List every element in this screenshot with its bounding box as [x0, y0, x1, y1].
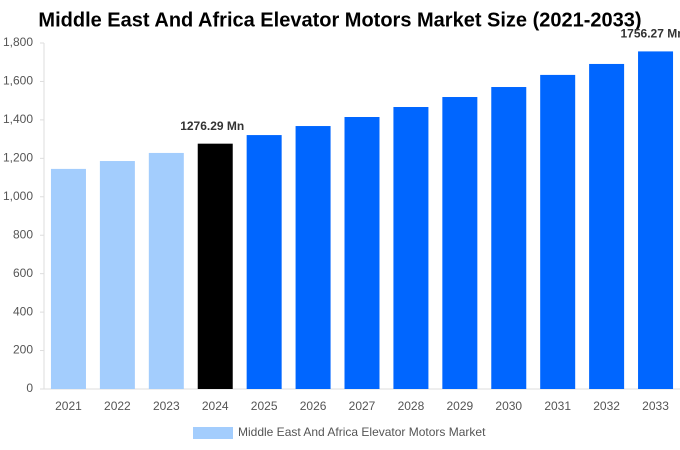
x-tick-label: 2029 [446, 399, 473, 413]
x-tick-label: 2021 [55, 399, 82, 413]
x-tick-label: 2033 [642, 399, 669, 413]
y-tick-label: 400 [13, 304, 33, 318]
chart-title: Middle East And Africa Elevator Motors M… [38, 9, 641, 31]
x-tick-label: 2023 [153, 399, 180, 413]
bar [295, 126, 331, 389]
bar [197, 143, 233, 389]
x-tick-label: 2026 [300, 399, 327, 413]
legend-label: Middle East And Africa Elevator Motors M… [238, 425, 486, 439]
bar [99, 161, 135, 389]
bar [540, 74, 576, 390]
x-tick-label: 2032 [593, 399, 620, 413]
bar [442, 97, 478, 390]
bar [491, 87, 527, 389]
legend-swatch [193, 427, 233, 439]
x-tick-label: 2027 [349, 399, 376, 413]
x-tick-label: 2031 [544, 399, 571, 413]
y-tick-label: 600 [13, 266, 33, 280]
x-tick-label: 2025 [251, 399, 278, 413]
x-tick-label: 2030 [495, 399, 522, 413]
bar [589, 63, 625, 390]
y-tick-label: 0 [26, 381, 33, 395]
y-tick-label: 1,200 [3, 151, 33, 165]
bar [638, 51, 674, 389]
x-tick-label: 2028 [398, 399, 425, 413]
bar [50, 168, 86, 389]
x-tick-label: 2024 [202, 399, 229, 413]
bar [246, 135, 282, 389]
bar [393, 107, 429, 389]
y-tick-label: 200 [13, 343, 33, 357]
y-tick-label: 1,800 [3, 35, 33, 49]
y-tick-label: 1,600 [3, 74, 33, 88]
y-tick-label: 1,000 [3, 189, 33, 203]
y-tick-label: 800 [13, 227, 33, 241]
bar [344, 117, 380, 389]
y-tick-label: 1,400 [3, 112, 33, 126]
x-tick-label: 2022 [104, 399, 131, 413]
bar [148, 152, 184, 389]
value-label: 1756.27 Mn [621, 27, 680, 41]
value-label: 1276.29 Mn [180, 119, 244, 133]
